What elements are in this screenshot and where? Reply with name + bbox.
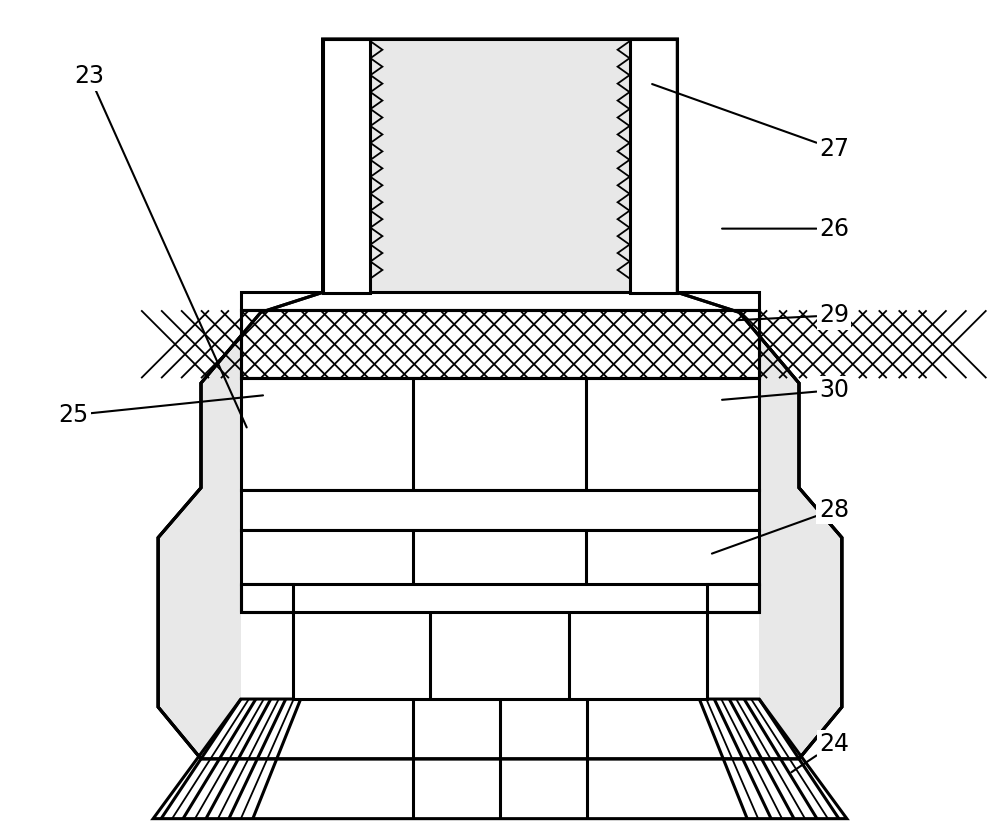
- Text: 30: 30: [722, 378, 849, 402]
- Bar: [241, 310, 759, 378]
- Bar: [241, 293, 759, 310]
- Text: 25: 25: [58, 395, 263, 427]
- Bar: [241, 378, 759, 490]
- Polygon shape: [158, 39, 842, 759]
- Text: 27: 27: [652, 84, 849, 161]
- Text: 24: 24: [791, 732, 849, 772]
- Bar: [707, 585, 759, 612]
- Text: 29: 29: [737, 304, 849, 327]
- Text: 26: 26: [722, 217, 849, 241]
- Bar: [293, 612, 707, 699]
- Bar: [241, 530, 759, 585]
- Text: 28: 28: [712, 498, 849, 554]
- Bar: [323, 39, 370, 294]
- Bar: [241, 293, 759, 761]
- Bar: [630, 39, 677, 294]
- Bar: [241, 310, 759, 378]
- Bar: [241, 490, 759, 530]
- Bar: [241, 585, 293, 612]
- Text: 23: 23: [74, 64, 247, 427]
- Polygon shape: [153, 699, 847, 819]
